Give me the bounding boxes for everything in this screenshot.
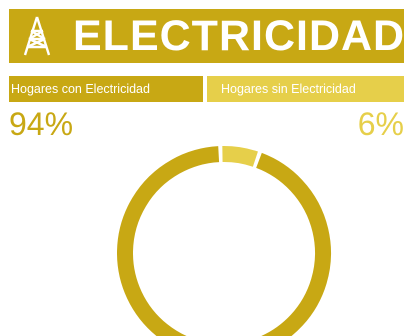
percentage-without-electricity: 6%: [357, 106, 404, 142]
percentage-with-electricity: 94%: [9, 106, 74, 142]
page-title: ELECTRICIDAD: [73, 12, 406, 60]
legend-label-with-electricity: Hogares con Electricidad: [9, 76, 203, 102]
slice-with-electricity: [117, 146, 331, 336]
slice-without-electricity: [222, 146, 258, 167]
title-banner: ELECTRICIDAD: [9, 9, 404, 63]
transmission-tower-icon: [23, 16, 51, 56]
legend-label-without-electricity: Hogares sin Electricidad: [207, 76, 404, 102]
